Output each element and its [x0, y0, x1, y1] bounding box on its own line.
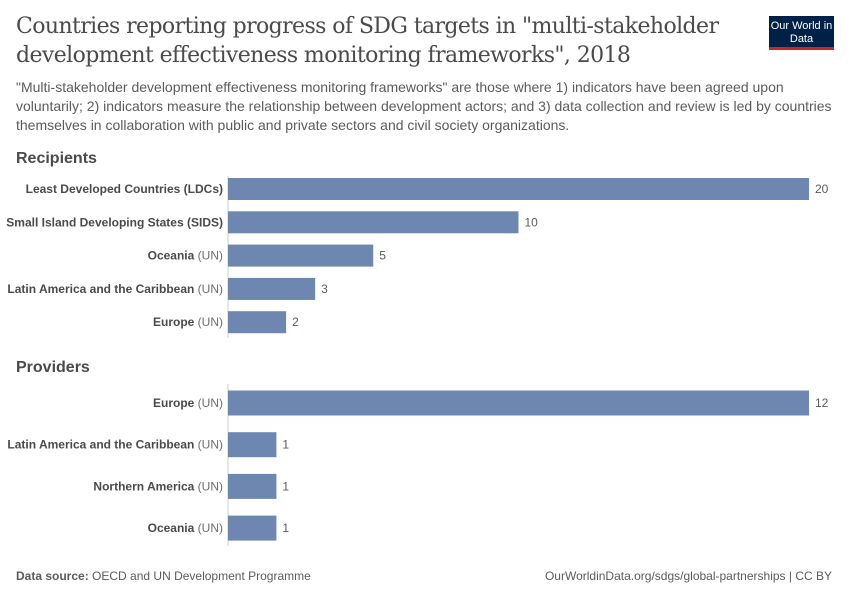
value-label: 20: [815, 182, 829, 196]
chart-title: Countries reporting progress of SDG targ…: [16, 14, 719, 68]
value-label: 3: [321, 282, 328, 296]
facet-title: Providers: [16, 359, 90, 376]
category-label: Latin America and the Caribbean (UN): [7, 438, 223, 452]
bar[interactable]: [228, 277, 316, 300]
value-label: 1: [282, 521, 289, 535]
value-label: 2: [292, 315, 299, 329]
facet-title: Recipients: [16, 150, 97, 167]
source-url[interactable]: OurWorldinData.org/sdgs/global-partnersh…: [544, 569, 832, 583]
category-label: Europe (UN): [153, 315, 223, 329]
value-label: 1: [282, 479, 289, 493]
category-label: Least Developed Countries (LDCs): [26, 182, 223, 196]
category-label: Small Island Developing States (SIDS): [6, 215, 223, 229]
bar[interactable]: [228, 311, 287, 334]
value-label: 12: [815, 396, 829, 410]
bar[interactable]: [228, 211, 519, 234]
category-label: Europe (UN): [153, 396, 223, 410]
bar[interactable]: [228, 244, 374, 267]
bar[interactable]: [228, 473, 277, 499]
category-label: Latin America and the Caribbean (UN): [7, 282, 223, 296]
bar[interactable]: [228, 178, 809, 200]
chart-subtitle: "Multi-stakeholder development effective…: [16, 79, 832, 133]
source-text: OECD and UN Development Programme: [92, 569, 311, 583]
value-label: 5: [379, 249, 386, 263]
value-label: 1: [282, 438, 289, 452]
source-label: Data source:: [16, 569, 89, 583]
category-label: Northern America (UN): [93, 479, 223, 493]
owid-logo[interactable]: Our World in Data: [769, 16, 834, 50]
category-label: Oceania (UN): [148, 521, 223, 535]
bar[interactable]: [228, 390, 809, 416]
value-label: 10: [525, 215, 539, 229]
bar[interactable]: [228, 515, 277, 541]
bar[interactable]: [228, 432, 277, 458]
category-label: Oceania (UN): [148, 249, 223, 263]
data-source: Data source: OECD and UN Development Pro…: [16, 569, 311, 583]
